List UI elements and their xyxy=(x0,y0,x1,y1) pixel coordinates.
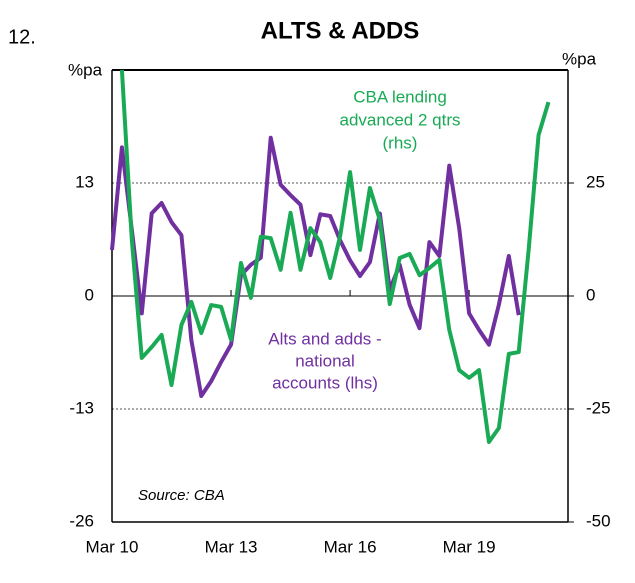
annotation: national xyxy=(295,351,355,370)
chart-number: 12. xyxy=(8,26,36,48)
annotation: accounts (lhs) xyxy=(272,373,378,392)
source: Source: CBA xyxy=(138,487,225,504)
y-tick-label: 13 xyxy=(75,172,94,191)
annotation: advanced 2 qtrs xyxy=(340,110,461,129)
y2-tick-label: 25 xyxy=(586,172,605,191)
y-tick-label: 0 xyxy=(85,285,94,304)
y-tick-label: -26 xyxy=(69,511,94,530)
y-tick-label: -13 xyxy=(69,398,94,417)
x-tick-label: Mar 16 xyxy=(324,537,377,556)
x-tick-label: Mar 10 xyxy=(86,537,139,556)
series-line xyxy=(119,69,551,444)
x-tick-label: Mar 19 xyxy=(443,537,496,556)
y2-tick-label: 0 xyxy=(586,285,595,304)
x-tick-label: Mar 13 xyxy=(205,537,258,556)
y2-tick-label: -25 xyxy=(586,398,611,417)
annotation: CBA lending xyxy=(353,87,447,106)
y2-tick-label: -50 xyxy=(586,511,611,530)
annotation: (rhs) xyxy=(383,133,418,152)
y-axis-label: %pa xyxy=(68,60,103,79)
chart-title: ALTS & ADDS xyxy=(261,17,420,44)
y2-axis-label: %pa xyxy=(562,49,597,68)
annotation: Alts and adds - xyxy=(268,329,381,348)
